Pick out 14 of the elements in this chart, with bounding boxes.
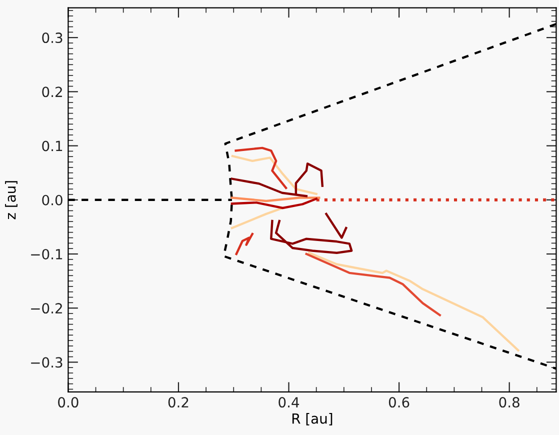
- y-axis-title: z [au]: [5, 181, 18, 220]
- x-tick-label: 0.2: [168, 397, 188, 408]
- y-tick-label: 0.0: [42, 194, 62, 206]
- y-tick-label: −0.3: [31, 357, 62, 368]
- y-tick-label: 0.1: [42, 140, 62, 152]
- x-tick-label: 0.8: [499, 397, 520, 408]
- y-tick-label: −0.1: [31, 248, 62, 260]
- x-axis-title: R [au]: [292, 413, 332, 426]
- y-tick-label: 0.2: [42, 86, 62, 98]
- x-tick-label: 0.4: [278, 397, 300, 408]
- x-tick-label: 0.6: [388, 397, 410, 408]
- x-tick-label: 0.0: [58, 397, 78, 408]
- y-tick-label: 0.3: [42, 32, 62, 44]
- y-tick-label: −0.2: [31, 303, 62, 314]
